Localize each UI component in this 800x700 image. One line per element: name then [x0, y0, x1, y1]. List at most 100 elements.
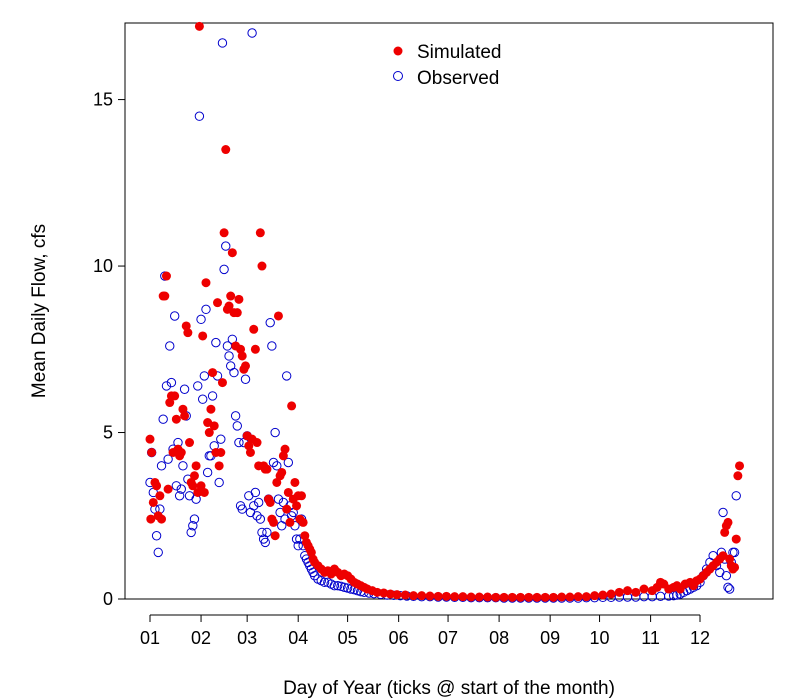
observed-point — [166, 377, 177, 388]
simulated-point — [450, 592, 460, 602]
observed-point — [193, 381, 203, 391]
observed-point — [232, 421, 242, 431]
x-tick-label: 11 — [641, 628, 660, 648]
simulated-point — [160, 291, 170, 301]
observed-point — [247, 28, 257, 38]
simulated-point — [581, 592, 591, 602]
simulated-point — [272, 477, 282, 487]
simulated-point — [217, 378, 227, 388]
simulated-point — [189, 471, 199, 481]
simulated-point — [241, 361, 251, 371]
x-tick-label: 04 — [288, 628, 308, 648]
observed-point — [260, 537, 270, 548]
simulated-point — [277, 467, 287, 477]
observed-point — [267, 341, 277, 351]
simulated-point — [474, 592, 484, 602]
simulated-point — [392, 590, 402, 600]
simulated-point — [730, 562, 740, 572]
simulated-point — [163, 484, 173, 494]
simulated-point — [540, 592, 550, 602]
simulated-point — [250, 344, 260, 354]
x-axis-title: Day of Year (ticks @ start of the month) — [283, 678, 615, 699]
observed-point — [221, 241, 231, 251]
simulated-point — [532, 592, 542, 602]
observed-point — [211, 337, 221, 348]
legend-label-observed: Observed — [417, 68, 499, 89]
simulated-point — [723, 517, 733, 527]
simulated-point — [623, 586, 633, 596]
x-tick-label: 01 — [140, 628, 160, 648]
simulated-point — [262, 464, 272, 474]
observed-point — [240, 374, 251, 384]
observed-point — [216, 434, 226, 444]
simulated-point — [157, 514, 167, 524]
observed-point — [174, 491, 185, 501]
y-tick-label: 0 — [103, 589, 113, 609]
simulated-point — [269, 517, 279, 527]
simulated-point — [183, 328, 193, 338]
simulated-point — [548, 592, 558, 602]
simulated-point — [590, 591, 600, 601]
y-tick-label: 5 — [103, 423, 113, 443]
simulated-point — [565, 592, 575, 602]
simulated-point — [206, 404, 216, 414]
observed-point — [329, 580, 340, 591]
x-tick-label: 03 — [237, 628, 257, 648]
legend: Simulated Observed — [393, 42, 502, 89]
simulated-point — [237, 351, 247, 361]
simulated-point — [733, 471, 743, 481]
observed-point — [176, 484, 186, 494]
simulated-point — [499, 592, 509, 602]
observed-point — [194, 111, 205, 121]
observed-point — [163, 454, 173, 464]
simulated-point — [265, 497, 275, 507]
observed-point — [250, 487, 261, 498]
simulated-point — [155, 491, 165, 501]
simulated-point — [290, 477, 300, 487]
observed-point — [151, 531, 162, 541]
observed-point — [293, 541, 303, 551]
observed-point — [724, 584, 735, 594]
simulated-point — [524, 592, 534, 602]
observed-point — [333, 580, 343, 591]
simulated-point — [176, 448, 186, 458]
simulated-point — [255, 228, 265, 238]
observed-point — [319, 577, 330, 588]
simulated-point — [735, 461, 745, 471]
simulated-point — [557, 592, 567, 602]
observed-point — [731, 491, 741, 501]
simulated-point — [298, 517, 308, 527]
simulated-point — [198, 331, 208, 341]
simulated-point — [516, 592, 526, 602]
observed-point — [179, 384, 190, 394]
observed-point — [257, 527, 267, 538]
observed-point — [186, 527, 196, 538]
simulated-point — [417, 591, 427, 601]
simulated-point — [208, 368, 218, 378]
observed-point — [230, 411, 241, 421]
observed-point — [197, 394, 208, 404]
observed-point — [237, 504, 247, 514]
simulated-point — [147, 448, 157, 458]
simulated-point — [152, 481, 162, 491]
observed-point — [153, 547, 163, 558]
simulated-point — [287, 401, 297, 411]
simulated-point — [245, 448, 255, 458]
simulated-point — [282, 504, 292, 514]
observed-point — [158, 414, 168, 424]
observed-point — [273, 494, 284, 504]
observed-point — [207, 391, 218, 401]
observed-point — [265, 317, 275, 328]
legend-marker-simulated — [393, 46, 403, 56]
observed-point — [196, 314, 206, 325]
observed-point — [729, 547, 740, 558]
simulated-point — [285, 517, 295, 527]
simulated-point — [731, 534, 741, 544]
observed-point — [170, 311, 180, 321]
observed-point — [199, 371, 210, 381]
simulated-point — [273, 311, 283, 321]
observed-point — [156, 461, 167, 471]
observed-point — [339, 582, 350, 593]
simulated-point — [379, 588, 389, 598]
observed-point — [639, 591, 649, 602]
